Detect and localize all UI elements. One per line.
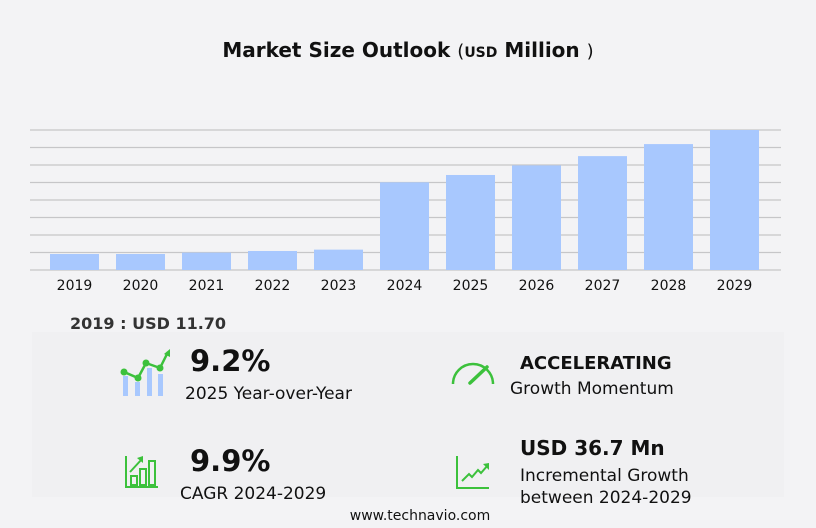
bar-2027: [578, 156, 627, 270]
speedometer-icon: [451, 362, 495, 385]
x-tick-label: 2020: [123, 278, 159, 294]
bar-2026: [512, 165, 561, 270]
incremental-value: USD 36.7 Mn: [520, 436, 665, 460]
yoy-value: 9.2%: [190, 344, 271, 378]
base-year-label: 2019 : USD 11.70: [70, 314, 227, 333]
x-tick-label: 2019: [57, 278, 93, 294]
cagr-label: CAGR 2024-2029: [180, 484, 327, 504]
bar-2022: [248, 250, 297, 270]
bar-2020: [116, 254, 165, 270]
x-tick-label: 2024: [387, 278, 423, 294]
growth-chart-icon: [120, 349, 170, 396]
stats-panel: [32, 332, 784, 497]
unit-prefix: USD: [464, 45, 498, 61]
bar-2025: [446, 174, 495, 270]
bar-2024: [380, 182, 429, 270]
footer-url: www.technavio.com: [349, 508, 491, 524]
bar-2028: [644, 144, 693, 270]
x-tick-label: 2021: [189, 278, 225, 294]
x-tick-label: 2029: [717, 278, 753, 294]
cagr-bars-icon: [125, 456, 158, 488]
x-tick-label: 2025: [453, 278, 489, 294]
x-tick-label: 2026: [519, 278, 555, 294]
x-tick-label: 2028: [651, 278, 687, 294]
bar-2023: [314, 249, 363, 270]
title-text: Market Size Outlook: [222, 38, 451, 62]
incremental-period: between 2024-2029: [520, 488, 692, 508]
trend-line-icon: [456, 456, 489, 489]
x-tick-label: 2022: [255, 278, 291, 294]
unit: Million: [504, 38, 580, 62]
bar-2021: [182, 252, 231, 270]
bar-2019: [50, 254, 99, 270]
bar-2029: [710, 130, 759, 270]
incremental-label: Incremental Growth: [520, 466, 689, 486]
bar-chart: 2019 2020 2021 2022 2023 2024 2025 2026 2027 2028…: [30, 129, 781, 294]
x-tick-label: 2023: [321, 278, 357, 294]
momentum-value: ACCELERATING: [520, 353, 672, 374]
chart-title: Market Size Outlook (USD Million ): [222, 38, 594, 62]
yoy-label: 2025 Year-over-Year: [185, 384, 352, 404]
momentum-label: Growth Momentum: [510, 379, 674, 399]
cagr-value: 9.9%: [190, 444, 271, 478]
x-tick-label: 2027: [585, 278, 621, 294]
